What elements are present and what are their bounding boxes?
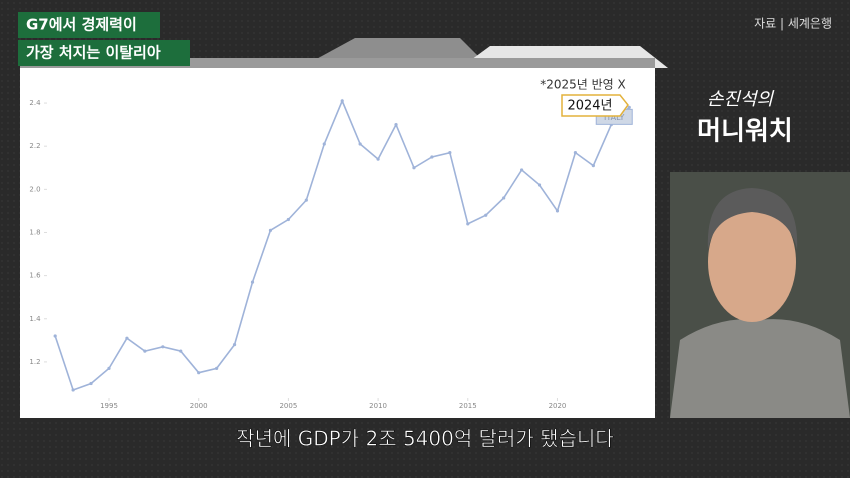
y-tick-label: 2.0 bbox=[29, 185, 40, 193]
point bbox=[143, 349, 147, 353]
point bbox=[627, 105, 631, 109]
point bbox=[268, 228, 273, 232]
point bbox=[412, 166, 416, 170]
point bbox=[179, 349, 183, 353]
point bbox=[591, 164, 595, 168]
annotation: *2025년 반영 X bbox=[540, 78, 626, 92]
point bbox=[53, 334, 57, 338]
y-tick-label: 1.8 bbox=[29, 228, 40, 236]
point bbox=[197, 371, 201, 375]
x-tick-label: 2015 bbox=[459, 402, 477, 410]
point bbox=[89, 381, 93, 386]
logo: 머니워치 bbox=[697, 117, 793, 147]
point bbox=[125, 336, 129, 340]
point bbox=[304, 198, 308, 202]
point bbox=[394, 123, 398, 127]
person-hair bbox=[707, 188, 798, 250]
headline: G7에서 경제력이 bbox=[26, 16, 137, 34]
point bbox=[520, 168, 524, 172]
y-tick-label: 1.2 bbox=[29, 358, 40, 366]
point bbox=[358, 142, 362, 146]
point bbox=[71, 388, 75, 392]
x-tick-label: 2000 bbox=[190, 402, 208, 410]
point bbox=[502, 196, 506, 200]
logo: 손진석의 bbox=[707, 89, 775, 110]
y-tick-label: 2.4 bbox=[29, 99, 41, 107]
x-tick-label: 2010 bbox=[369, 402, 387, 410]
point bbox=[466, 222, 470, 226]
y-tick-label: 2.2 bbox=[29, 142, 40, 150]
x-tick-label: 1995 bbox=[100, 402, 118, 410]
point bbox=[376, 157, 380, 161]
headline: 가장 처지는 이탈리아 bbox=[26, 44, 161, 62]
point bbox=[215, 366, 219, 370]
x-tick-label: 2005 bbox=[279, 402, 297, 410]
point bbox=[340, 99, 344, 103]
point bbox=[484, 213, 488, 217]
point bbox=[555, 209, 560, 213]
point bbox=[322, 142, 326, 146]
point bbox=[573, 151, 578, 155]
annotation: 2024년 bbox=[567, 99, 612, 114]
y-tick-label: 1.6 bbox=[29, 272, 41, 280]
annotation-box bbox=[561, 94, 629, 117]
person-head bbox=[708, 202, 796, 322]
caption: 작년에 GDP가 2조 5400억 달러가 됐습니다 bbox=[236, 427, 614, 451]
point bbox=[537, 183, 542, 187]
source: 자료 | 세계은행 bbox=[754, 16, 832, 31]
chart-panel bbox=[20, 68, 655, 418]
point bbox=[448, 151, 452, 155]
x-tick-label: 2020 bbox=[549, 402, 567, 410]
y-tick-label: 1.4 bbox=[29, 315, 41, 323]
headline-box bbox=[18, 40, 190, 66]
point bbox=[161, 345, 165, 349]
panel-top bbox=[20, 58, 655, 68]
point bbox=[286, 217, 290, 222]
point bbox=[430, 155, 434, 159]
point bbox=[107, 366, 111, 370]
point bbox=[232, 343, 237, 347]
headline-box bbox=[18, 12, 160, 38]
person-body bbox=[670, 319, 850, 418]
point bbox=[250, 280, 255, 284]
series-label: ITALY bbox=[604, 113, 624, 122]
